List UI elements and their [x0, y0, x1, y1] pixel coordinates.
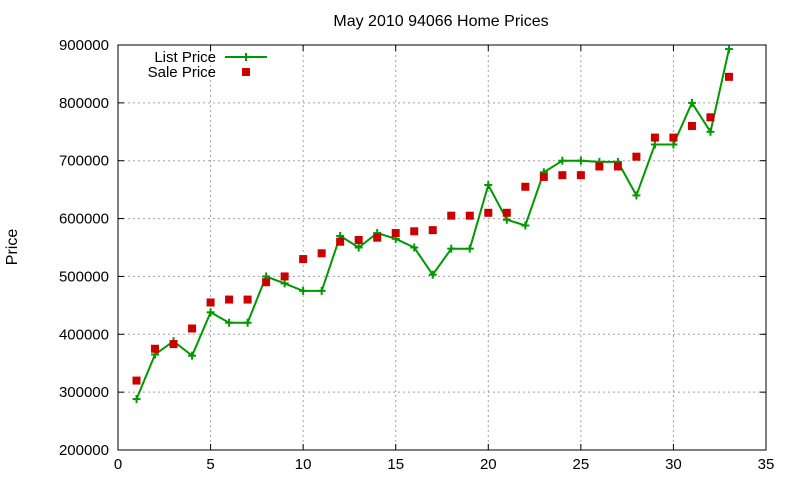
x-tick-label: 30 — [665, 456, 682, 473]
sale-price-point — [280, 272, 289, 281]
list-price-point — [410, 243, 419, 252]
list-price-point — [354, 243, 363, 252]
sale-price-point — [262, 278, 271, 287]
sale-price-point — [669, 133, 678, 142]
sale-price-point — [336, 237, 345, 246]
list-price-point — [243, 318, 252, 327]
sale-price-point — [539, 172, 548, 181]
sale-price-point — [632, 152, 641, 161]
sale-price-point — [206, 298, 215, 307]
x-tick-label: 20 — [480, 456, 497, 473]
chart-title: May 2010 94066 Home Prices — [333, 13, 548, 30]
list-price-point — [484, 181, 493, 190]
list-price-point — [206, 308, 215, 317]
sale-price-point — [576, 171, 585, 180]
list-price-point — [447, 244, 456, 253]
sale-price-point — [706, 113, 715, 122]
list-price-point — [502, 215, 511, 224]
list-price-point — [687, 98, 696, 107]
sale-price-point — [391, 229, 400, 238]
list-price-point — [669, 140, 678, 149]
list-price-point — [706, 127, 715, 136]
series-layer — [132, 45, 733, 404]
x-tick-label: 25 — [573, 456, 590, 473]
axes: 0 5 10 15 20 25 30 35 200000 300000 400000 500000 60… — [59, 37, 774, 473]
x-tick-label: 15 — [387, 456, 404, 473]
legend-marker-list-price — [242, 53, 250, 61]
sale-price-point — [188, 324, 197, 333]
list-price-point — [558, 156, 567, 165]
sale-price-point — [169, 340, 178, 349]
sale-price-point — [132, 376, 141, 385]
sale-price-point — [687, 122, 696, 130]
sale-price-point — [299, 255, 308, 264]
sale-price-point — [447, 211, 456, 220]
y-tick-label: 600000 — [59, 211, 109, 228]
list-price-point — [280, 279, 289, 288]
sale-price-point — [484, 208, 493, 217]
sale-price-point — [151, 344, 160, 353]
sale-price-point — [521, 182, 530, 191]
x-tick-label: 35 — [758, 456, 775, 473]
sale-price-point — [243, 295, 252, 304]
list-price-point — [521, 221, 530, 230]
y-tick-label: 700000 — [59, 153, 109, 170]
gridlines — [118, 45, 766, 450]
x-tick-label: 10 — [295, 456, 312, 473]
y-tick-label: 300000 — [59, 384, 109, 401]
legend-label-list-price: List Price — [154, 49, 216, 66]
y-tick-label: 400000 — [59, 326, 109, 343]
list-price-point — [724, 45, 733, 54]
x-tick-label: 5 — [206, 456, 214, 473]
sale-price-point — [317, 249, 326, 258]
list-price-point — [225, 318, 234, 327]
list-price-line — [135, 48, 730, 400]
sale-price-point — [558, 171, 567, 180]
list-price-point — [632, 191, 641, 200]
plot-frame — [117, 44, 767, 451]
list-price-point — [428, 270, 437, 279]
sale-price-point — [225, 295, 234, 304]
y-tick-label: 900000 — [59, 37, 109, 54]
sale-price-point — [354, 235, 363, 244]
sale-price-point — [613, 162, 622, 171]
list-price-point — [299, 286, 308, 295]
list-price-point — [317, 286, 326, 295]
list-price-point — [465, 244, 474, 253]
list-price-point — [132, 395, 141, 404]
sale-price-point — [410, 227, 419, 236]
sale-price-point — [428, 226, 437, 235]
sale-price-point — [650, 133, 659, 142]
list-price-point — [576, 156, 585, 165]
sale-price-point — [373, 233, 382, 242]
y-tick-label: 800000 — [59, 95, 109, 112]
sale-price-point — [724, 72, 733, 81]
sale-price-point — [502, 208, 511, 217]
legend-marker-sale-price — [242, 68, 250, 76]
legend-label-sale-price: Sale Price — [148, 64, 216, 81]
y-tick-label: 500000 — [59, 268, 109, 285]
y-tick-label: 200000 — [59, 442, 109, 459]
sale-price-point — [595, 162, 604, 171]
sale-price-point — [465, 211, 474, 220]
list-price-point — [650, 140, 659, 149]
y-axis-label: Price — [4, 229, 21, 266]
x-tick-label: 0 — [114, 456, 122, 473]
list-price-point — [188, 351, 197, 360]
